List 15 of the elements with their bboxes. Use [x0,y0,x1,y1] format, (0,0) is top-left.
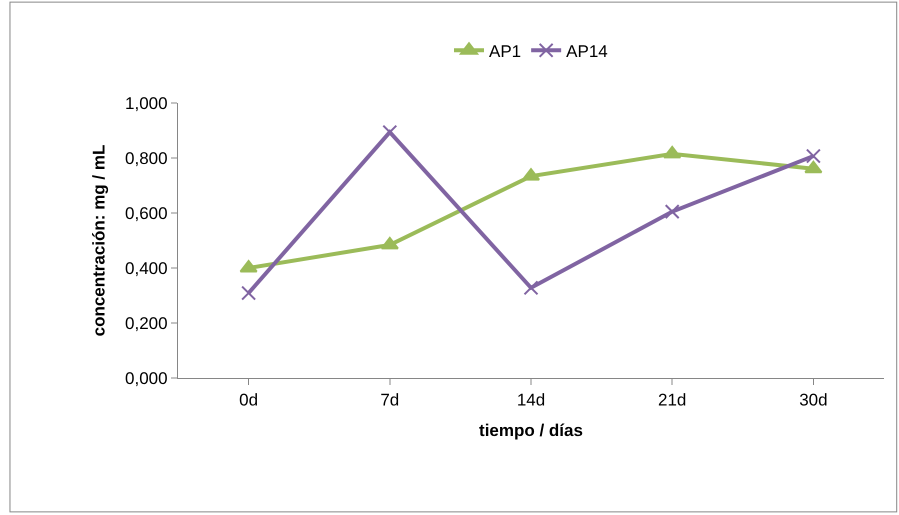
y-tick-label: 0,000 [125,368,168,388]
y-tick-label: 1,000 [125,94,168,113]
x-tick-label: 21d [658,390,686,410]
y-tick-label: 0,400 [125,258,168,278]
x-axis-title: tiempo / días [479,420,583,440]
legend-label: AP14 [566,42,608,61]
x-tick-label: 0d [239,390,258,410]
y-tick-label: 0,600 [125,204,168,223]
y-axis-title: concentración: mg / mL [90,144,109,336]
y-tick-label: 0,200 [125,314,168,333]
x-tick-label: 14d [516,390,546,410]
y-tick-label: 0,800 [125,148,168,168]
x-tick-label: 30d [799,390,828,410]
x-tick-label: 7d [380,390,400,410]
legend-label: AP1 [489,42,522,61]
